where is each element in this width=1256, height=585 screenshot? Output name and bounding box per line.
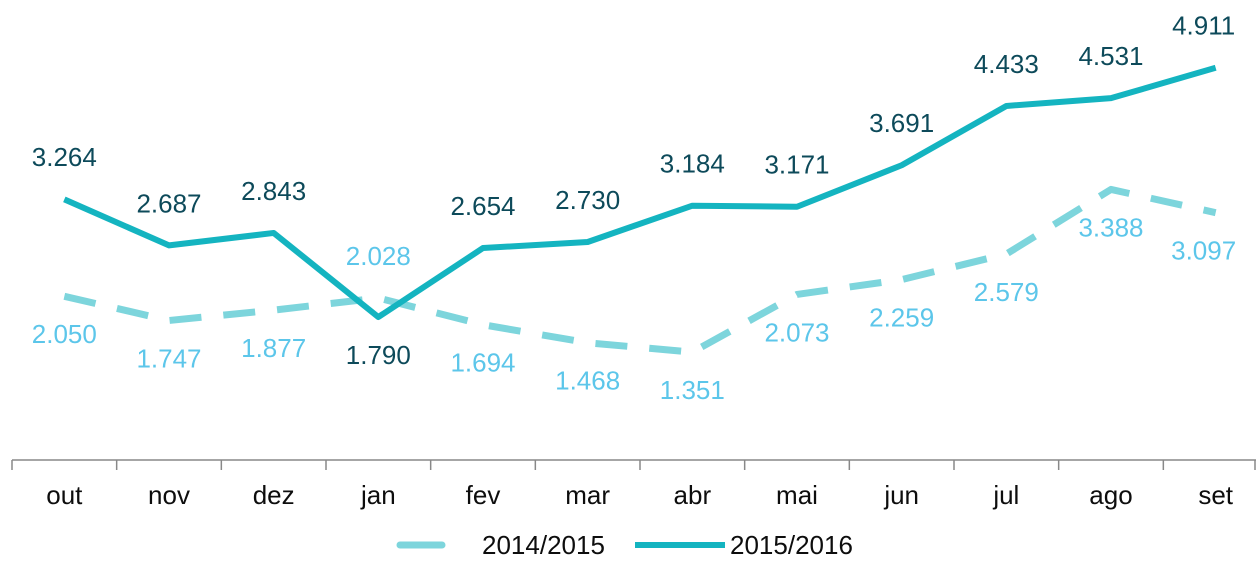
x-tick-label: mai	[776, 480, 818, 510]
data-label: 2.073	[764, 317, 829, 347]
data-label: 2.579	[974, 277, 1039, 307]
data-label: 3.171	[764, 150, 829, 180]
data-label: 4.911	[1172, 11, 1235, 41]
x-tick-label: set	[1198, 480, 1233, 510]
data-label: 2.259	[869, 302, 934, 332]
x-tick-label: jan	[360, 480, 396, 510]
data-label: 2.730	[555, 185, 620, 215]
data-label: 3.691	[869, 108, 934, 138]
data-label: 2.687	[136, 188, 201, 218]
data-label: 1.790	[346, 340, 411, 370]
data-label: 2.028	[346, 241, 411, 271]
data-label: 3.184	[660, 149, 725, 179]
x-tick-label: jun	[883, 480, 919, 510]
x-tick-label: mar	[565, 480, 610, 510]
data-label: 4.433	[974, 49, 1039, 79]
data-label: 1.747	[136, 343, 201, 373]
data-label: 1.877	[241, 333, 306, 363]
data-label: 3.388	[1078, 212, 1143, 242]
data-label: 3.097	[1171, 236, 1236, 266]
data-label: 2.050	[32, 319, 97, 349]
x-tick-label: abr	[674, 480, 712, 510]
x-tick-label: fev	[466, 480, 501, 510]
data-label: 1.694	[450, 348, 515, 378]
x-tick-label: out	[46, 480, 83, 510]
series-line	[63, 185, 1217, 356]
x-tick-label: dez	[253, 480, 295, 510]
legend-label: 2014/2015	[482, 530, 605, 560]
data-label: 1.351	[660, 375, 725, 405]
data-label: 1.468	[555, 366, 620, 396]
x-tick-label: ago	[1089, 480, 1132, 510]
x-tick-label: nov	[148, 480, 190, 510]
data-label: 2.843	[241, 176, 306, 206]
data-label: 2.654	[450, 191, 515, 221]
series-line	[63, 64, 1217, 321]
legend-label: 2015/2016	[730, 530, 853, 560]
data-label: 3.264	[32, 142, 97, 172]
data-label: 4.531	[1078, 41, 1143, 71]
x-tick-label: jul	[992, 480, 1019, 510]
